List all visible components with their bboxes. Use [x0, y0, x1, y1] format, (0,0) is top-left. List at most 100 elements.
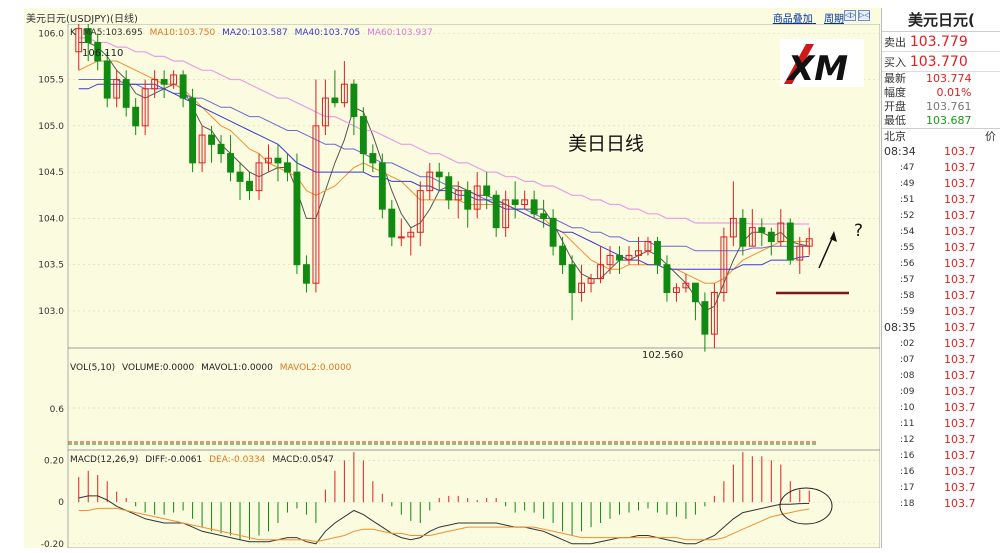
candle [568, 255, 576, 321]
candle-body [549, 217, 557, 247]
tick-price: 103.7 [944, 369, 976, 382]
candle [170, 70, 178, 89]
candle-body [796, 245, 804, 261]
candle-body [407, 231, 415, 238]
tick-price: 103.7 [944, 257, 976, 270]
quote-title: 美元日元( [882, 8, 1000, 32]
candle [103, 51, 111, 108]
candle-body [274, 157, 282, 164]
tick-time: :58 [900, 291, 915, 301]
candle-body [378, 162, 386, 210]
tick-row: :12 103.7 [882, 432, 1000, 448]
candle [729, 181, 737, 247]
tick-price: 103.7 [944, 465, 976, 478]
ma10-line [78, 60, 810, 284]
macd-legend-1: DIFF:-0.0061 [145, 455, 202, 465]
candle-body [672, 287, 680, 293]
candle-body [350, 83, 358, 118]
tick-row: :55 103.7 [882, 240, 1000, 256]
candle-body [217, 143, 225, 155]
candle [284, 153, 291, 182]
sell-row[interactable]: 卖出 103.779 [882, 32, 1000, 52]
stat-low-value: 103.687 [926, 114, 972, 127]
candle [635, 236, 642, 265]
candle [511, 181, 519, 219]
tick-time: :09 [900, 387, 915, 397]
tick-time: :02 [900, 339, 915, 349]
stat-last-label: 最新 [884, 72, 906, 85]
candle [625, 246, 633, 265]
period-link[interactable]: 周期 [824, 14, 844, 25]
macd-legend: MACD(12,26,9) DIFF:-0.0061 DEA:-0.0334 M… [70, 455, 334, 465]
candle-body [654, 241, 661, 266]
candle [160, 70, 168, 99]
legend-k: K [70, 28, 77, 38]
candle-body [644, 241, 652, 252]
candle-body [739, 217, 747, 247]
candle [767, 227, 775, 256]
tick-time: :59 [900, 307, 915, 317]
candle-body [710, 291, 718, 335]
candle-body [663, 264, 671, 293]
candle [739, 209, 747, 256]
candle [549, 209, 557, 256]
tick-row: :07 103.7 [882, 352, 1000, 368]
vol-legend-3: MAVOL2:0.0000 [280, 363, 352, 373]
candle [265, 144, 272, 173]
tick-row: :17 103.7 [882, 480, 1000, 496]
macd-legend-3: MACD:0.0547 [272, 455, 334, 465]
tick-list[interactable]: 08:34 103.7:47 103.7:49 103.7:51 103.7:52 103… [882, 144, 1000, 512]
buy-label: 买入 [884, 56, 906, 69]
zoom-out-icon[interactable]: ◁▷ [844, 10, 856, 21]
candle [720, 227, 728, 302]
tick-row: :51 103.7 [882, 192, 1000, 208]
tick-time: :47 [900, 163, 915, 173]
candle-body [635, 250, 642, 256]
macd-legend-2: DEA:-0.0334 [209, 455, 266, 465]
price-ytick: 106.0 [38, 29, 64, 39]
overlay-link[interactable]: 商品叠加 [772, 14, 813, 25]
candle-body [559, 245, 567, 266]
candle-body [151, 79, 159, 90]
buy-row[interactable]: 买入 103.770 [882, 52, 1000, 72]
candle-body [170, 74, 178, 85]
vol-legend-0: VOL(5,10) [70, 363, 115, 373]
candle [492, 190, 500, 237]
candle [236, 162, 244, 200]
price-ytick: 105.0 [38, 122, 64, 132]
candle-body [597, 264, 604, 280]
candle [805, 227, 813, 256]
buy-value: 103.770 [909, 54, 968, 70]
diff-line [78, 495, 810, 545]
candle [208, 125, 216, 163]
tick-row: :16 103.7 [882, 448, 1000, 464]
tick-price: 103.7 [944, 273, 976, 286]
candle [141, 79, 149, 136]
candle [578, 264, 586, 302]
tick-price: 103.7 [944, 497, 976, 510]
zoom-in-icon[interactable]: ▷◁ [858, 10, 870, 21]
chart-canvas: 106.0 105.5 105.0 104.5 104.0 103.5 103.0 K MA… [38, 24, 880, 548]
tick-row: :09 103.7 [882, 384, 1000, 400]
high-label: 106.110 [82, 48, 123, 59]
tick-price: 103.7 [944, 417, 976, 430]
stat-low-label: 最低 [884, 114, 906, 127]
candle [179, 70, 187, 108]
tick-row: :16 103.7 [882, 464, 1000, 480]
candle-body [691, 282, 699, 303]
vol-legend-1: VOLUME:0.0000 [122, 363, 194, 373]
stat-open: 开盘 103.761 [882, 100, 1000, 114]
candle [606, 246, 614, 274]
candle [122, 70, 130, 117]
tick-price: 103.7 [944, 241, 976, 254]
candle [748, 209, 756, 247]
candle [521, 190, 529, 210]
tick-price: 103.7 [944, 433, 976, 446]
macd-ytick: 0 [58, 498, 64, 508]
price-ytick: 104.0 [38, 214, 64, 224]
ticks-city: 北京 [884, 130, 906, 143]
xm-logo: XM [780, 39, 864, 89]
candle-body [331, 97, 339, 104]
candle [227, 135, 234, 182]
candle-body [720, 236, 728, 293]
